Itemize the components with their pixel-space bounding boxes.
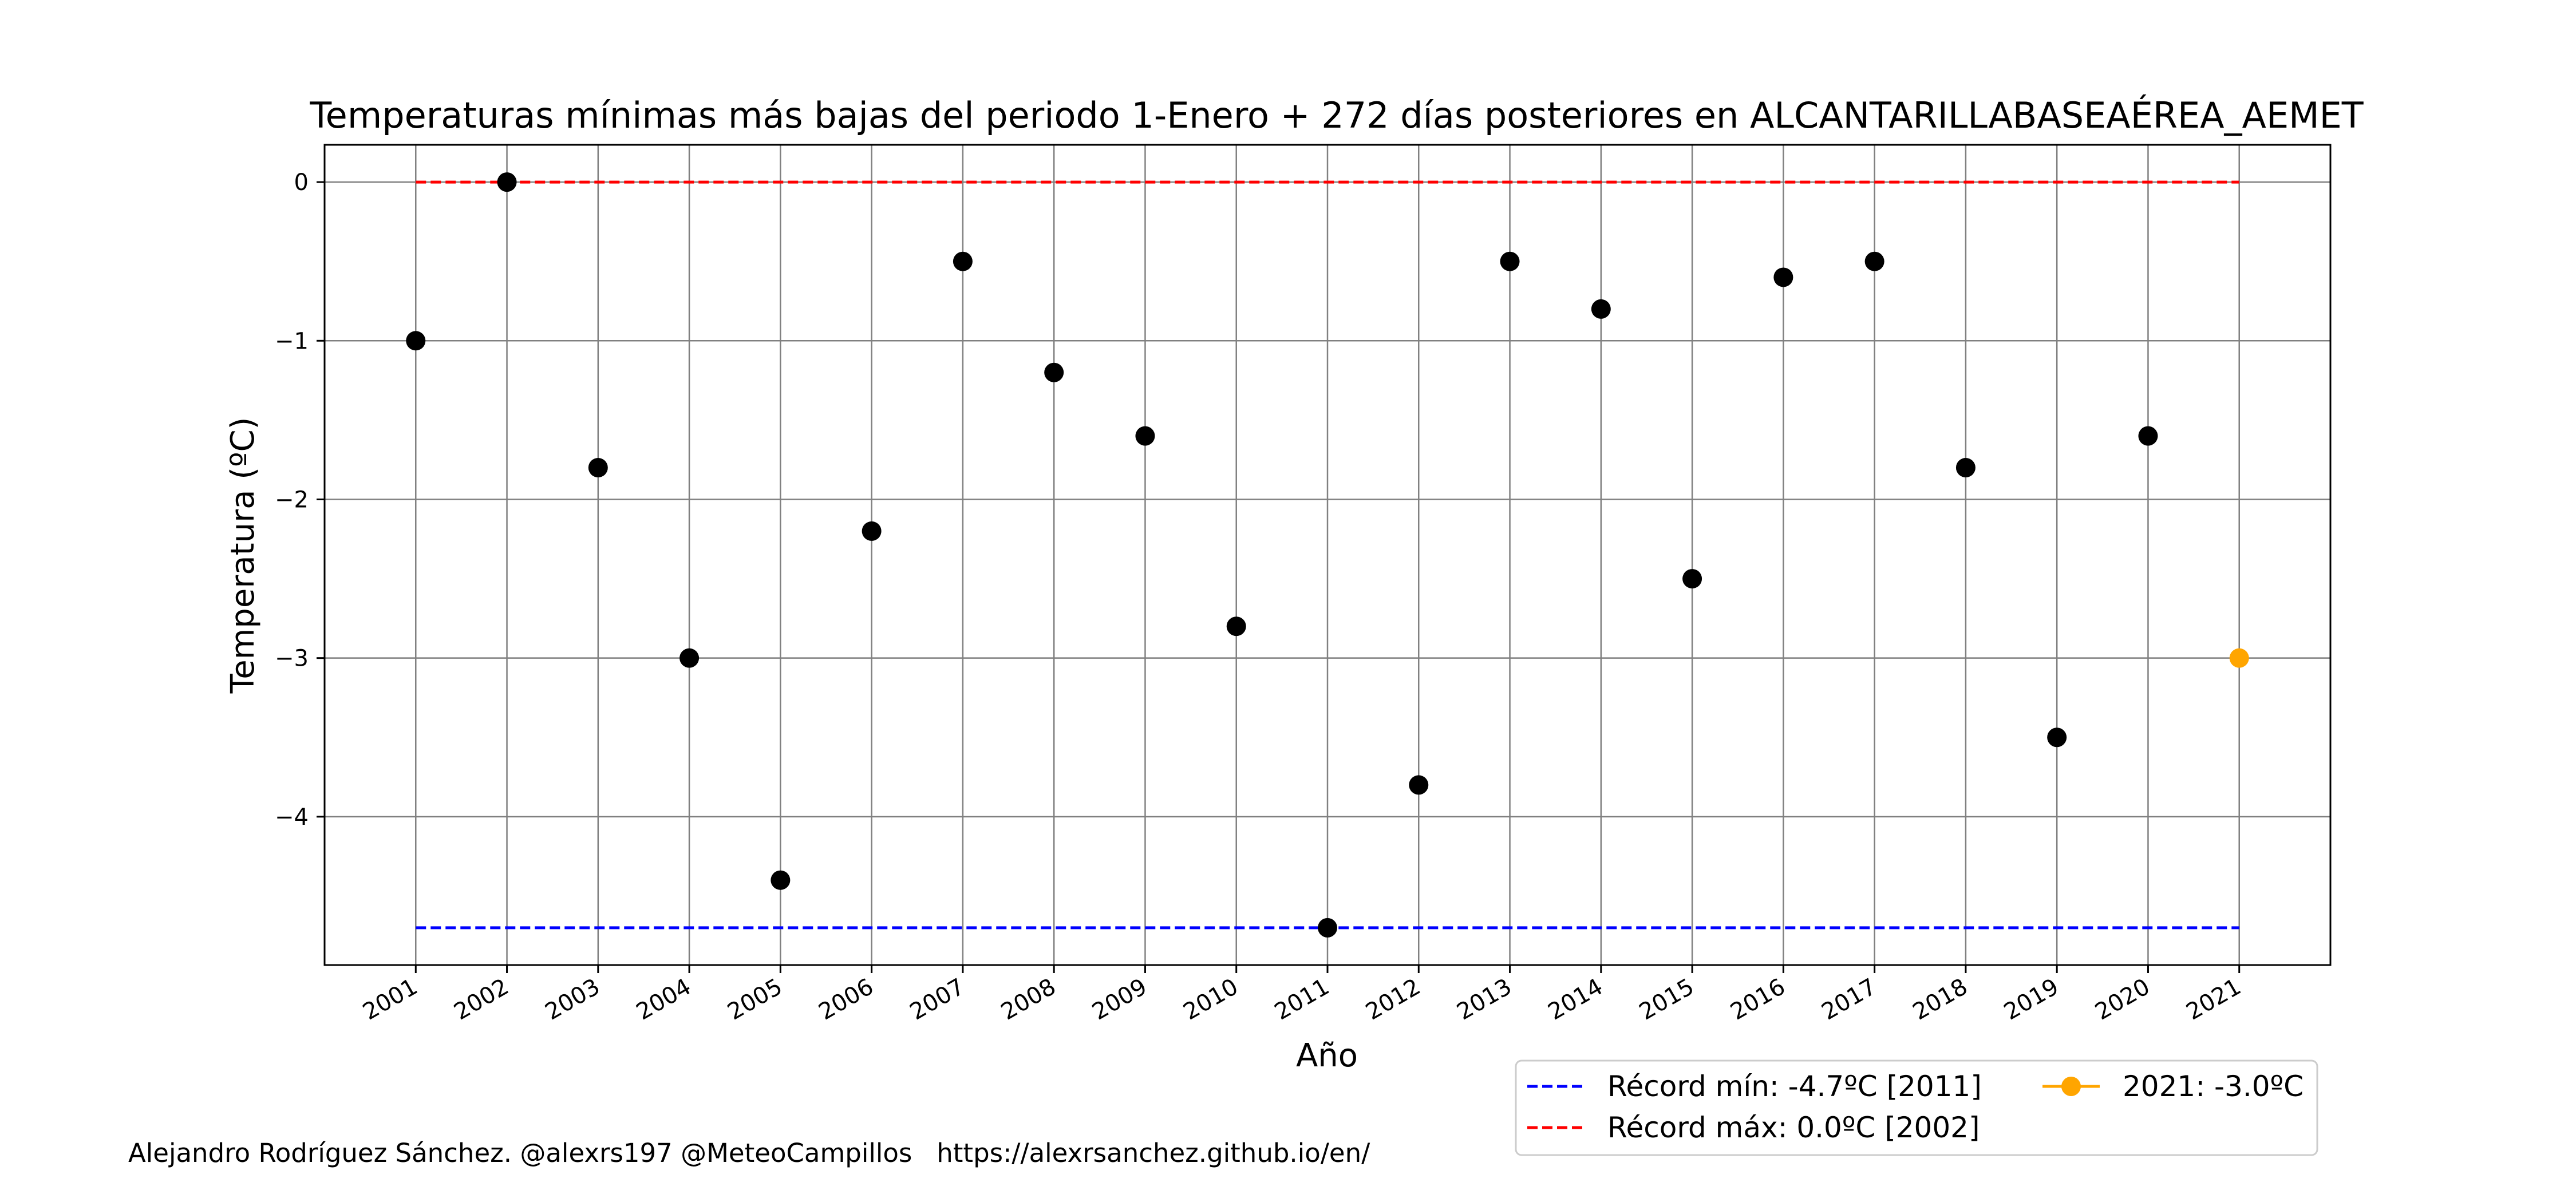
legend-current-swatch-marker bbox=[2061, 1077, 2081, 1096]
x-tick-label: 2011 bbox=[1270, 974, 1334, 1026]
x-tick-label: 2001 bbox=[358, 974, 422, 1026]
legend-record-max-label: Récord máx: 0.0ºC [2002] bbox=[1607, 1111, 1980, 1144]
x-tick-label: 2016 bbox=[1726, 974, 1789, 1026]
data-point bbox=[1135, 426, 1155, 446]
data-point bbox=[1226, 616, 1246, 636]
data-point bbox=[862, 521, 882, 541]
data-points bbox=[406, 172, 2249, 938]
x-tick-label: 2015 bbox=[1635, 974, 1698, 1026]
x-tick-label: 2020 bbox=[2091, 974, 2154, 1026]
data-point bbox=[679, 648, 700, 668]
current-year-point bbox=[2229, 648, 2249, 668]
x-tick-label: 2013 bbox=[1452, 974, 1516, 1026]
x-tick-label: 2002 bbox=[449, 974, 513, 1026]
x-tick-label: 2017 bbox=[1817, 974, 1880, 1026]
legend-current-label: 2021: -3.0ºC bbox=[2123, 1070, 2304, 1103]
y-tick-label: −4 bbox=[275, 804, 309, 831]
data-point bbox=[1773, 267, 1793, 287]
data-point bbox=[1409, 775, 1429, 795]
data-point bbox=[771, 870, 791, 890]
x-tick-label: 2009 bbox=[1088, 974, 1151, 1026]
data-point bbox=[1500, 251, 1520, 271]
data-point bbox=[2047, 727, 2067, 748]
x-tick-label: 2008 bbox=[997, 974, 1060, 1026]
chart-title: Temperaturas mínimas más bajas del perio… bbox=[309, 94, 2364, 136]
x-tick-label: 2014 bbox=[1544, 974, 1607, 1026]
data-point bbox=[1682, 569, 1702, 589]
legend-record-min-label: Récord mín: -4.7ºC [2011] bbox=[1607, 1070, 1982, 1103]
y-tick-label: −2 bbox=[275, 487, 309, 513]
x-axis-label: Año bbox=[1296, 1037, 1358, 1074]
x-tick-label: 2010 bbox=[1179, 974, 1243, 1026]
x-tick-label: 2005 bbox=[723, 974, 787, 1026]
data-point bbox=[1864, 251, 1884, 271]
data-point bbox=[1591, 299, 1611, 319]
y-axis-ticks: 0 −1 −2 −3 −4 bbox=[275, 169, 325, 831]
data-point bbox=[953, 251, 973, 271]
y-axis-label: Temperatura (ºC) bbox=[224, 417, 262, 694]
x-tick-label: 2003 bbox=[541, 974, 605, 1026]
x-tick-label: 2019 bbox=[2000, 974, 2063, 1026]
x-tick-label: 2021 bbox=[2182, 974, 2246, 1026]
author-credit: Alejandro Rodríguez Sánchez. @alexrs197 … bbox=[128, 1138, 1370, 1168]
data-point bbox=[1318, 918, 1337, 938]
data-point bbox=[2138, 426, 2158, 446]
x-tick-label: 2007 bbox=[906, 974, 969, 1026]
data-point bbox=[406, 331, 426, 351]
legend-box bbox=[1515, 1059, 2318, 1156]
legend: Récord mín: -4.7ºC [2011] Récord máx: 0.… bbox=[1515, 1059, 2318, 1156]
y-tick-label: −1 bbox=[275, 328, 309, 354]
x-tick-label: 2006 bbox=[814, 974, 878, 1026]
x-tick-label: 2012 bbox=[1361, 974, 1425, 1026]
data-point bbox=[1044, 362, 1064, 382]
data-point bbox=[588, 458, 608, 478]
x-axis-ticks: 2001 2002 2003 2004 2005 2006 2007 2008 2009 2010… bbox=[358, 965, 2246, 1026]
data-point bbox=[497, 172, 517, 192]
x-tick-label: 2004 bbox=[632, 974, 696, 1026]
y-tick-label: 0 bbox=[294, 169, 309, 196]
data-point bbox=[1955, 458, 1976, 478]
x-tick-label: 2018 bbox=[1909, 974, 1972, 1026]
grid bbox=[325, 145, 2330, 965]
y-tick-label: −3 bbox=[275, 646, 309, 672]
